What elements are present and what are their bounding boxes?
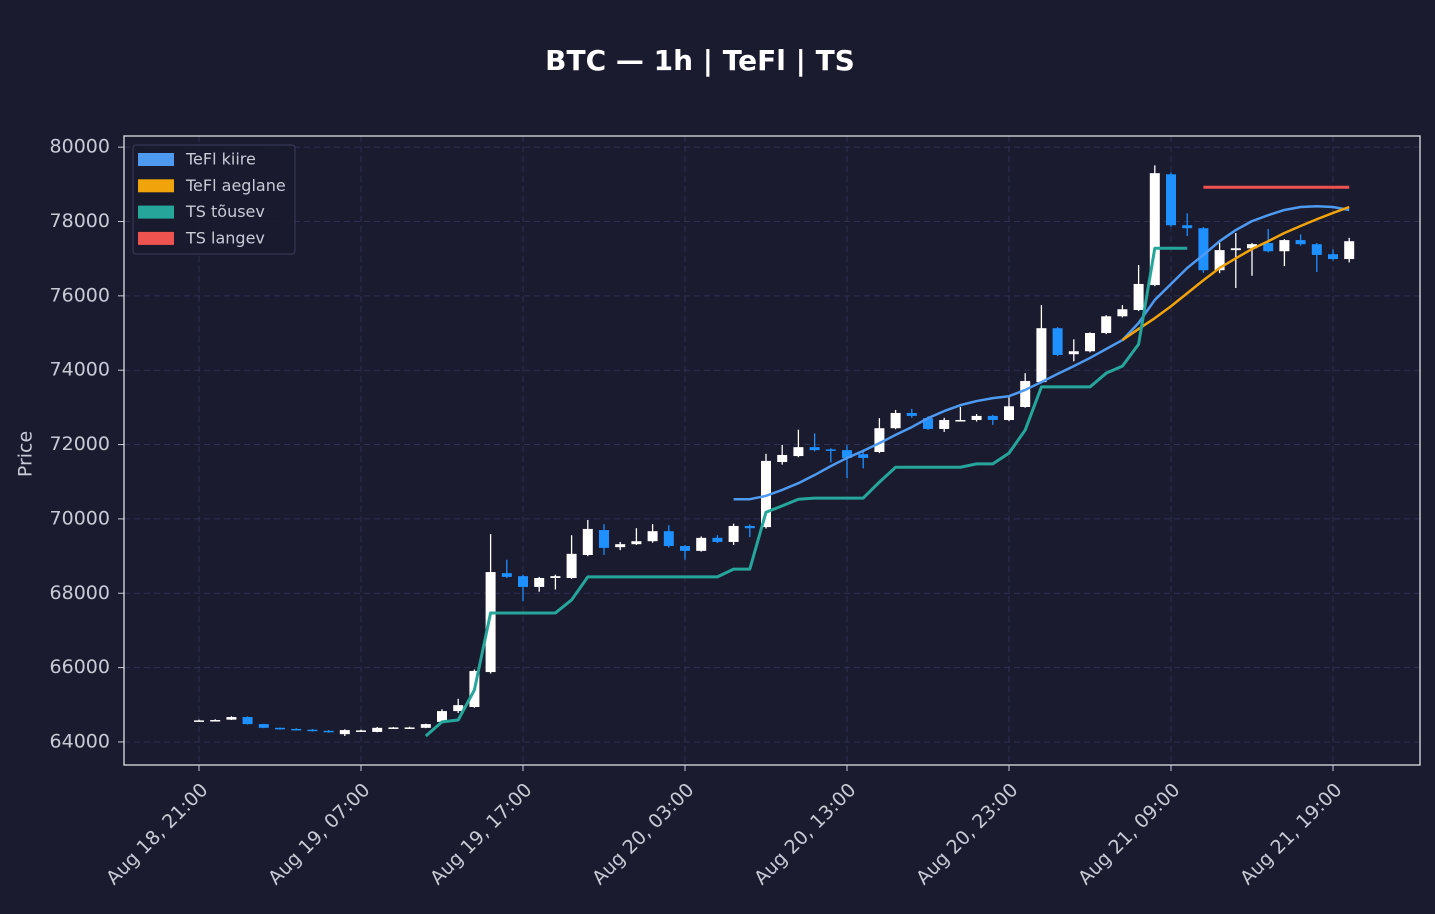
- candle-body: [761, 460, 771, 528]
- legend-swatch: [138, 153, 174, 166]
- candle-body: [307, 729, 318, 732]
- candle-body: [858, 454, 869, 458]
- candle-body: [1247, 244, 1257, 249]
- candle-body: [987, 415, 998, 421]
- candle-body: [1020, 380, 1031, 408]
- candle-body: [1036, 328, 1047, 383]
- candle-body: [1263, 243, 1274, 252]
- candle-body: [1133, 283, 1144, 310]
- candle-body: [615, 544, 626, 548]
- y-tick-label: 68000: [50, 582, 110, 604]
- candle-body: [453, 705, 464, 712]
- candle-body: [825, 449, 836, 451]
- legend-label: TeFl kiire: [185, 150, 256, 169]
- legend-label: TeFl aeglane: [185, 176, 286, 195]
- candle-body: [1117, 309, 1128, 317]
- candle-body: [939, 420, 950, 429]
- candle-body: [842, 450, 852, 458]
- y-axis-label: Price: [15, 431, 37, 477]
- candle-body: [372, 727, 383, 732]
- candle-body: [631, 541, 642, 545]
- y-tick-label: 74000: [50, 359, 110, 381]
- candle-body: [226, 717, 237, 720]
- candle-body: [275, 727, 285, 730]
- candle-body: [955, 420, 966, 422]
- candle-body: [356, 730, 366, 732]
- candle-body: [210, 720, 221, 722]
- y-tick-label: 78000: [50, 210, 110, 232]
- y-tick-label: 66000: [50, 656, 110, 678]
- candle-body: [890, 412, 901, 429]
- candle-body: [712, 537, 723, 542]
- candle-body: [1052, 328, 1063, 355]
- candle-body: [518, 576, 528, 587]
- candle-body: [1198, 228, 1209, 271]
- indicator-line: [733, 205, 1350, 501]
- candle-body: [680, 546, 690, 551]
- y-tick-label: 80000: [50, 136, 110, 158]
- candle-body: [404, 727, 415, 729]
- candle-body: [696, 537, 707, 551]
- candle-body: [599, 530, 609, 548]
- indicator-line: [424, 246, 1188, 738]
- candle-body: [874, 428, 885, 452]
- candle-body: [777, 454, 788, 463]
- candle-body: [1068, 351, 1079, 355]
- y-tick-label: 64000: [50, 730, 110, 752]
- plot-frame: [123, 135, 1421, 766]
- candle-body: [1344, 241, 1355, 260]
- candle-body: [923, 418, 933, 429]
- y-tick-label: 70000: [50, 507, 110, 529]
- candle-body: [1214, 250, 1225, 271]
- candle-body: [1149, 173, 1160, 286]
- y-tick-label: 76000: [50, 284, 110, 306]
- candle-body: [663, 531, 674, 547]
- y-tick-label: 72000: [50, 433, 110, 455]
- candle-body: [809, 447, 820, 451]
- candle-body: [291, 728, 302, 731]
- candle-body: [793, 447, 804, 457]
- candle-body: [647, 531, 658, 542]
- legend-swatch: [138, 205, 174, 219]
- candle-body: [1279, 240, 1290, 252]
- candle-body: [1085, 333, 1095, 352]
- candle-body: [339, 730, 350, 735]
- legend-label: TS tõusev: [185, 202, 265, 221]
- legend: TeFl kiire TeFl aeglane TS tõusev TS langev: [132, 144, 296, 255]
- candle-body: [582, 528, 593, 555]
- candle-body: [1295, 240, 1306, 245]
- candle-body: [323, 730, 334, 733]
- legend-swatch: [138, 179, 174, 193]
- candle-body: [194, 720, 204, 722]
- indicator-line: [1121, 205, 1350, 342]
- candle-body: [728, 525, 739, 542]
- chart-title: BTC — 1h | TeFl | TS: [545, 44, 855, 77]
- candle-body: [420, 724, 431, 728]
- candle-body: [1166, 174, 1176, 226]
- candle-body: [258, 724, 269, 728]
- candle-body: [1101, 316, 1112, 334]
- candle-body: [971, 415, 982, 421]
- candle-body: [388, 727, 399, 729]
- candle-body: [242, 717, 253, 725]
- legend-swatch: [138, 231, 174, 245]
- candle-body: [534, 578, 545, 587]
- legend-box: [132, 144, 296, 255]
- candle-body: [1230, 248, 1241, 251]
- candle-body: [1182, 225, 1193, 229]
- candle-body: [744, 525, 755, 529]
- candle-body: [1311, 244, 1322, 255]
- candle-body: [566, 553, 577, 579]
- legend-label: TS langev: [185, 228, 265, 247]
- candle-body: [437, 711, 447, 722]
- candle-body: [1328, 254, 1338, 260]
- candle-body: [501, 573, 512, 577]
- candle-body: [1004, 406, 1014, 421]
- candle-body: [906, 412, 917, 416]
- candle-body: [485, 572, 496, 673]
- candle-body: [550, 576, 561, 579]
